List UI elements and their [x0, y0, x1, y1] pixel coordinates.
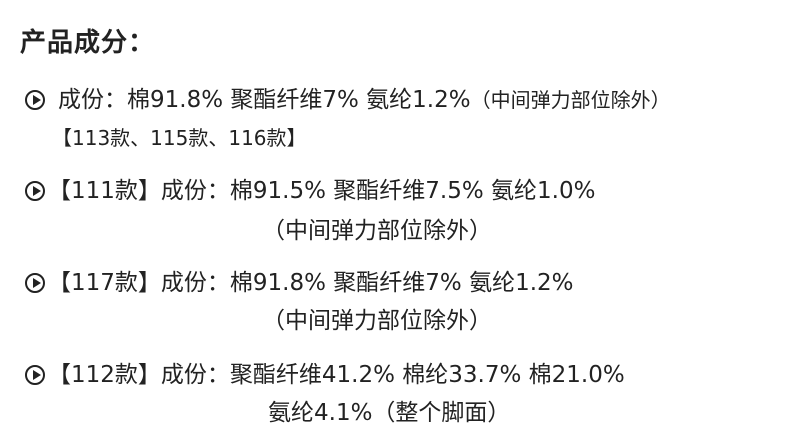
item-4: 【112款】成份：聚酯纤维41.2% 棉纶33.7% 棉21.0%	[48, 362, 625, 388]
section-title: 产品成分：	[20, 28, 156, 58]
item-3-continuation: （中间弹力部位除外）	[262, 308, 492, 334]
arrow-circle-icon	[25, 181, 45, 201]
arrow-circle-icon	[25, 365, 45, 385]
item-1: 成份：棉91.8% 聚酯纤维7% 氨纶1.2%（中间弹力部位除外）	[58, 85, 671, 115]
item-text: 成份：棉91.8% 聚酯纤维7% 氨纶1.2%	[58, 87, 471, 113]
item-note: （中间弹力部位除外）	[470, 88, 671, 112]
arrow-circle-icon	[25, 90, 45, 110]
item-2-continuation: （中间弹力部位除外）	[262, 218, 492, 244]
item-1-continuation: 【113款、115款、116款】	[52, 126, 307, 150]
item-3: 【117款】成份：棉91.8% 聚酯纤维7% 氨纶1.2%	[48, 270, 574, 296]
item-2: 【111款】成份：棉91.5% 聚酯纤维7.5% 氨纶1.0%	[48, 178, 596, 204]
item-4-continuation: 氨纶4.1%（整个脚面）	[268, 400, 511, 426]
arrow-circle-icon	[25, 273, 45, 293]
